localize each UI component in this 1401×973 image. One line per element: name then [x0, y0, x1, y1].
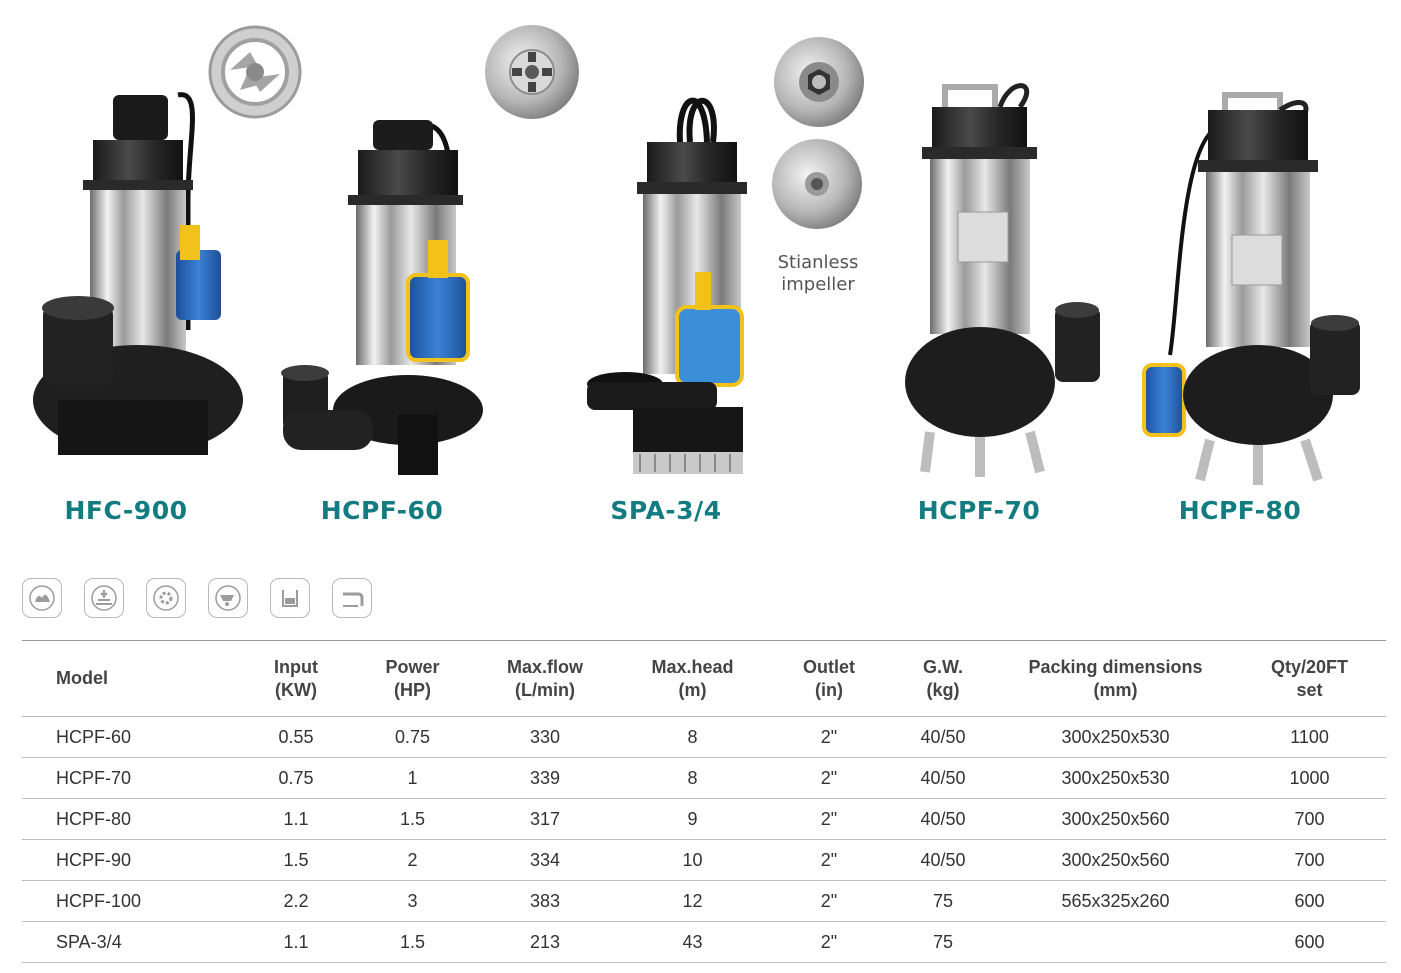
- farm-icon: [84, 578, 124, 618]
- cell-model: HCPF-100: [56, 890, 142, 911]
- cell-max-flow: 330: [529, 726, 561, 747]
- cell-input: 0.75: [278, 767, 314, 788]
- table-row: HCPF-70 0.75 1 339 8 2" 40/50 300x250x53…: [22, 758, 1386, 799]
- header-max-flow: Max.flow (L/min): [506, 656, 583, 700]
- cell-qty-20ft: 700: [1294, 808, 1325, 829]
- cell-packing-dimensions: 565x325x260: [1061, 890, 1170, 911]
- header-packing-dimensions: Packing dimensions (mm): [1028, 656, 1203, 700]
- application-icons: [22, 578, 372, 618]
- cell-max-flow: 339: [529, 767, 561, 788]
- cell-outlet: 2": [820, 849, 838, 870]
- header-qty-20ft: Qty/20FT set: [1270, 656, 1349, 700]
- cell-packing-dimensions: 300x250x530: [1061, 726, 1170, 747]
- cell-max-head: 12: [682, 890, 703, 911]
- cell-gross-weight: 40/50: [920, 726, 966, 747]
- cell-model: HCPF-90: [56, 849, 132, 870]
- cell-outlet: 2": [820, 726, 838, 747]
- cell-qty-20ft: 600: [1294, 890, 1325, 911]
- header-model: Model: [56, 668, 108, 688]
- product-name-hfc-900: HFC-900: [64, 496, 188, 525]
- cell-max-head: 10: [682, 849, 703, 870]
- cell-power: 3: [407, 890, 418, 911]
- cell-gross-weight: 40/50: [920, 808, 966, 829]
- cell-input: 1.5: [283, 849, 309, 870]
- cell-gross-weight: 75: [932, 931, 954, 952]
- cell-max-flow: 334: [529, 849, 561, 870]
- impeller-caption: Stianless impeller: [778, 252, 859, 296]
- specification-table: Model Input (KW) Power (HP) Max.flow (L/min…: [22, 640, 1386, 963]
- product-image-hfc-900: [28, 80, 243, 480]
- cell-packing-dimensions: 300x250x560: [1061, 808, 1170, 829]
- cell-model: HCPF-80: [56, 808, 132, 829]
- cell-power: 0.75: [394, 726, 431, 747]
- impeller-image-hfc-900: [200, 20, 310, 120]
- impeller-image-hcpf-60: [482, 22, 582, 122]
- table-row: HCPF-80 1.1 1.5 317 9 2" 40/50 300x250x5…: [22, 799, 1386, 840]
- header-gross-weight: G.W. (kg): [923, 656, 963, 700]
- table-row: HCPF-90 1.5 2 334 10 2" 40/50 300x250x56…: [22, 840, 1386, 881]
- table-header-row: Model Input (KW) Power (HP) Max.flow (L/min…: [22, 641, 1386, 717]
- product-image-hcpf-60: [278, 115, 488, 480]
- cell-max-head: 8: [687, 726, 698, 747]
- cell-qty-20ft: 1100: [1290, 726, 1329, 747]
- cell-packing-dimensions: 300x250x530: [1061, 767, 1170, 788]
- stainless-impeller-bottom: [770, 137, 865, 232]
- table-row: HCPF-100 2.2 3 383 12 2" 75 565x325x260 …: [22, 881, 1386, 922]
- cell-outlet: 2": [820, 931, 838, 952]
- product-name-hcpf-80: HCPF-80: [1178, 496, 1302, 525]
- cell-qty-20ft: 1000: [1289, 767, 1330, 788]
- cell-power: 1.5: [399, 931, 426, 952]
- cell-max-flow: 213: [529, 931, 561, 952]
- header-max-head: Max.head (m): [651, 656, 734, 700]
- cell-max-head: 9: [687, 808, 698, 829]
- cell-input: 1.1: [283, 808, 309, 829]
- cell-outlet: 2": [820, 767, 838, 788]
- cell-qty-20ft: 600: [1294, 931, 1325, 952]
- cell-gross-weight: 40/50: [920, 849, 966, 870]
- table-row: SPA-3/4 1.1 1.5 213 43 2" 75 600: [22, 922, 1386, 963]
- cell-power: 2: [407, 849, 418, 870]
- cell-gross-weight: 40/50: [920, 767, 966, 788]
- impeller-caption-line2: impeller: [781, 274, 855, 295]
- cell-max-flow: 317: [529, 808, 561, 829]
- header-power: Power (HP): [385, 656, 440, 700]
- cell-input: 2.2: [283, 890, 309, 911]
- industry-gear-icon: [146, 578, 186, 618]
- cell-power: 1: [407, 767, 418, 788]
- cell-packing-dimensions: 300x250x560: [1061, 849, 1170, 870]
- cell-max-head: 8: [687, 767, 698, 788]
- impeller-caption-line1: Stianless: [777, 252, 859, 273]
- header-input: Input (KW): [274, 656, 318, 700]
- cell-gross-weight: 75: [932, 890, 954, 911]
- cell-max-head: 43: [682, 931, 703, 952]
- cell-input: 1.1: [283, 931, 309, 952]
- cell-input: 0.55: [278, 726, 314, 747]
- product-name-hcpf-60: HCPF-60: [320, 496, 444, 525]
- cell-outlet: 2": [820, 890, 838, 911]
- table-row: HCPF-60 0.55 0.75 330 8 2" 40/50 300x250…: [22, 717, 1386, 758]
- product-image-hcpf-70: [900, 82, 1110, 482]
- cell-model: HCPF-70: [56, 767, 132, 788]
- product-image-hcpf-80: [1140, 92, 1370, 485]
- stainless-impeller-top: [772, 35, 867, 130]
- cell-outlet: 2": [820, 808, 838, 829]
- cell-qty-20ft: 700: [1294, 849, 1325, 870]
- product-image-spa-3-4: [585, 82, 760, 482]
- cell-model: SPA-3/4: [56, 931, 122, 952]
- wheelbarrow-icon: [208, 578, 248, 618]
- product-name-hcpf-70: HCPF-70: [917, 496, 1041, 525]
- tank-icon: [270, 578, 310, 618]
- header-outlet: Outlet (in): [803, 656, 855, 700]
- cell-max-flow: 383: [529, 890, 561, 911]
- cell-power: 1.5: [399, 808, 426, 829]
- garden-icon: [22, 578, 62, 618]
- cell-model: HCPF-60: [56, 726, 132, 747]
- drain-pipe-icon: [332, 578, 372, 618]
- product-name-spa-3-4: SPA-3/4: [610, 496, 722, 525]
